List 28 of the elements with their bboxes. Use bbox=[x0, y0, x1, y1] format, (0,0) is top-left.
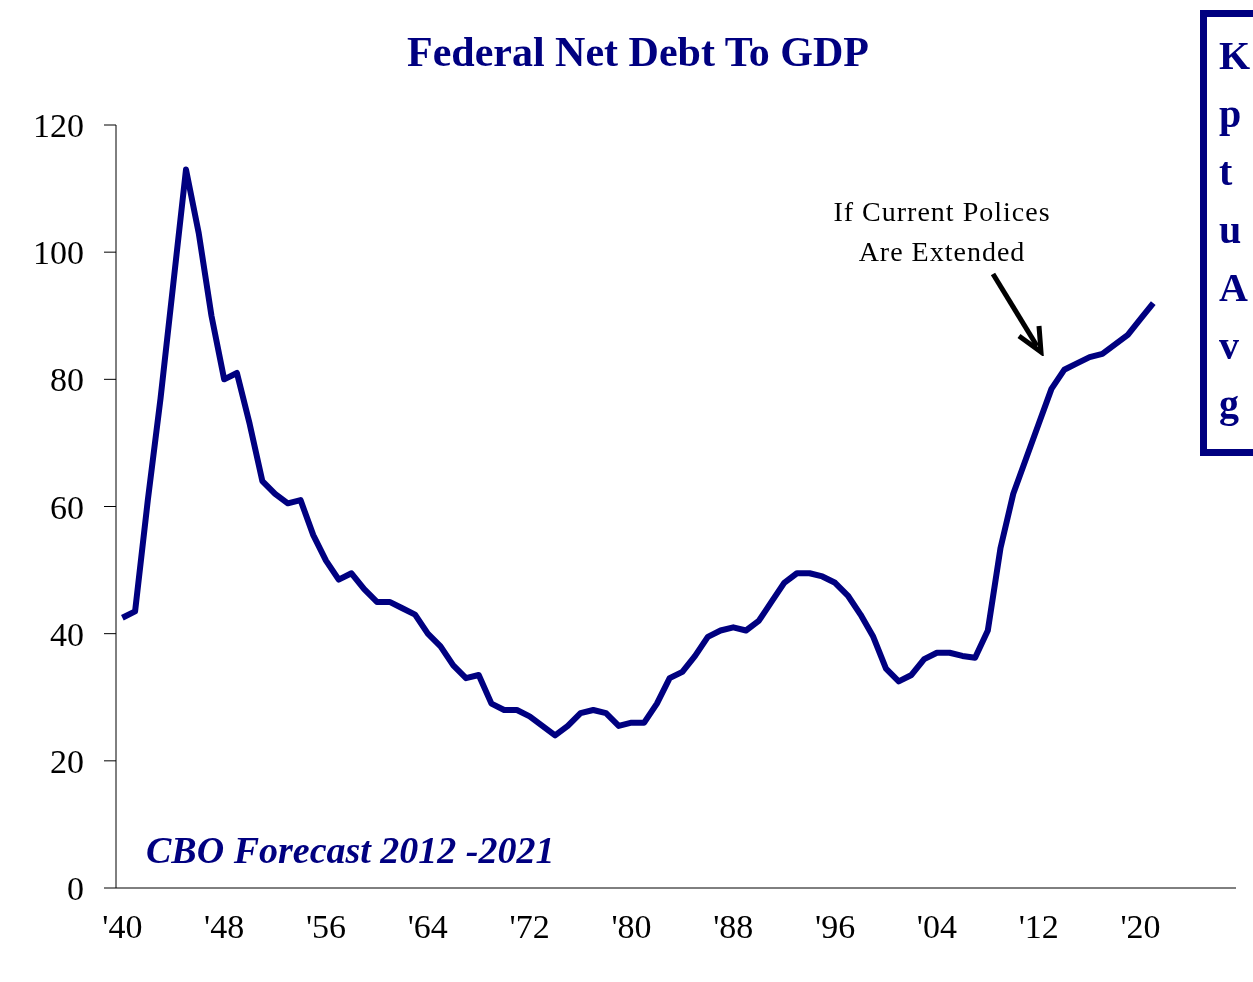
x-tick-label: '56 bbox=[305, 908, 347, 946]
y-tick-label: 40 bbox=[50, 615, 84, 653]
annotation: p bbox=[1219, 91, 1242, 137]
x-tick-label: '64 bbox=[407, 908, 448, 946]
y-tick-label: 100 bbox=[33, 234, 84, 272]
y-tick-label: 120 bbox=[33, 107, 84, 145]
x-tick-label: '48 bbox=[204, 908, 245, 946]
x-tick-label: '80 bbox=[611, 908, 652, 946]
annotation: g bbox=[1219, 381, 1239, 427]
annotation: If Current Polices Are Extended bbox=[832, 195, 1052, 269]
y-tick-label: 80 bbox=[50, 361, 84, 399]
x-tick-label: '88 bbox=[713, 908, 754, 946]
annotation: A bbox=[1219, 265, 1248, 311]
x-tick-label: '40 bbox=[102, 908, 143, 946]
y-tick-label: 20 bbox=[50, 742, 84, 780]
annotation: v bbox=[1219, 323, 1239, 369]
x-tick-label: '04 bbox=[916, 908, 957, 946]
y-tick-label: 0 bbox=[67, 870, 84, 908]
annotation: t bbox=[1219, 149, 1233, 195]
annotation: CBO Forecast 2012 -2021 bbox=[146, 828, 555, 872]
x-tick-label: '12 bbox=[1018, 908, 1059, 946]
y-tick-label: 60 bbox=[50, 488, 84, 526]
annotation: u bbox=[1219, 207, 1242, 253]
x-tick-label: '96 bbox=[815, 908, 856, 946]
x-tick-label: '72 bbox=[509, 908, 550, 946]
x-tick-label: '20 bbox=[1120, 908, 1161, 946]
text: K bbox=[1219, 33, 1251, 79]
chart-title: Federal Net Debt To GDP bbox=[407, 29, 869, 75]
